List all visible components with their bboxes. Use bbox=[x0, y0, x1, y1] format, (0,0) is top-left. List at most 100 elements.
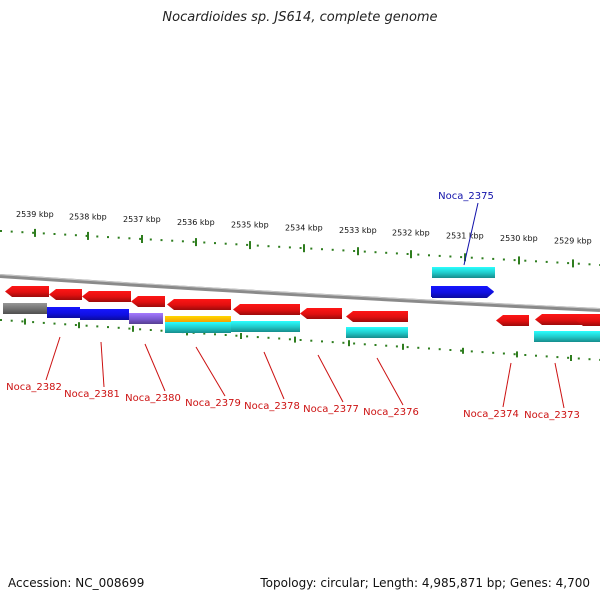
gene-label-noca_2376: Noca_2376 bbox=[363, 407, 419, 418]
gene-arrow-noca_2378 bbox=[167, 299, 231, 310]
scale-tick-major bbox=[132, 325, 134, 332]
scale-tick-minor bbox=[470, 350, 473, 353]
gene-label-noca_2373: Noca_2373 bbox=[524, 410, 580, 421]
scale-tick-minor bbox=[342, 249, 345, 252]
scale-tick-minor bbox=[192, 240, 195, 243]
scale-tick-minor bbox=[321, 248, 323, 251]
scale-tick-major bbox=[78, 322, 80, 329]
scale-tick-minor bbox=[513, 259, 516, 262]
topology-label: Topology: circular; Length: 4,985,871 bp… bbox=[260, 576, 590, 590]
scale-tick-minor bbox=[363, 343, 366, 346]
scale-tick-minor bbox=[149, 238, 152, 241]
scale-tick-minor bbox=[10, 230, 13, 233]
scale-tick-major bbox=[249, 241, 251, 250]
gene-leader-line bbox=[263, 351, 285, 400]
gene-label-noca_2374: Noca_2374 bbox=[463, 409, 519, 420]
scale-tick-minor bbox=[246, 243, 249, 246]
scale-tick-minor bbox=[417, 253, 420, 256]
gene-leader-line bbox=[195, 346, 226, 397]
scale-tick-minor bbox=[278, 337, 281, 340]
scale-tick-minor bbox=[203, 332, 206, 335]
scale-tick-minor bbox=[278, 245, 281, 248]
scale-label: 2538 kbp bbox=[69, 212, 107, 221]
scale-tick-minor bbox=[42, 321, 45, 324]
scale-tick-major bbox=[303, 244, 305, 253]
scale-tick-major bbox=[516, 351, 518, 358]
scale-tick-minor bbox=[310, 339, 313, 342]
scale-tick-minor bbox=[535, 260, 537, 263]
scale-tick-minor bbox=[492, 257, 495, 260]
scale-tick-minor bbox=[53, 233, 56, 235]
scale-tick-minor bbox=[267, 245, 270, 248]
scale-tick-minor bbox=[288, 246, 291, 249]
scale-tick-minor bbox=[32, 231, 35, 234]
feature-bar-cyan bbox=[231, 321, 300, 332]
scale-tick-major bbox=[572, 259, 574, 268]
feature-bar-blue bbox=[47, 307, 80, 318]
gene-leader-line bbox=[45, 336, 61, 381]
accession-label: Accession: NC_008699 bbox=[8, 576, 145, 590]
scale-tick-minor bbox=[374, 251, 377, 254]
scale-tick-minor bbox=[64, 323, 67, 326]
scale-tick-minor bbox=[256, 244, 259, 247]
scale-tick-minor bbox=[310, 247, 313, 250]
scale-tick-minor bbox=[171, 239, 174, 242]
scale-tick-minor bbox=[492, 351, 495, 354]
scale-tick-minor bbox=[438, 348, 441, 351]
scale-tick-minor bbox=[577, 357, 580, 360]
scale-tick-minor bbox=[385, 251, 388, 254]
scale-tick-minor bbox=[535, 354, 537, 357]
scale-tick-minor bbox=[567, 356, 570, 359]
gene-label-noca_2378: Noca_2378 bbox=[244, 401, 300, 412]
scale-tick-minor bbox=[0, 230, 2, 232]
gene-arrow-noca_2376 bbox=[300, 308, 342, 319]
scale-tick-minor bbox=[406, 346, 409, 349]
scale-tick-minor bbox=[299, 339, 302, 341]
scale-tick-minor bbox=[417, 346, 420, 349]
scale-tick-minor bbox=[74, 234, 77, 237]
gene-label-noca_2382: Noca_2382 bbox=[6, 382, 62, 393]
scale-tick-minor bbox=[181, 240, 184, 243]
scale-tick-minor bbox=[224, 242, 227, 245]
scale-tick-minor bbox=[42, 232, 45, 235]
scale-tick-minor bbox=[107, 236, 109, 239]
scale-tick-minor bbox=[53, 322, 56, 325]
scale-tick-major bbox=[240, 333, 242, 339]
gene-leader-line bbox=[100, 341, 105, 388]
scale-tick-minor bbox=[331, 248, 334, 251]
gene-label-noca_2375: Noca_2375 bbox=[438, 191, 494, 202]
scale-tick-major bbox=[464, 253, 466, 262]
scale-tick-major bbox=[141, 235, 143, 243]
scale-label: 2534 kbp bbox=[285, 223, 323, 232]
gene-arrow-noca_2379 bbox=[131, 296, 165, 307]
scale-tick-minor bbox=[524, 259, 527, 262]
scale-tick-minor bbox=[224, 334, 227, 336]
scale-tick-minor bbox=[342, 341, 345, 344]
scale-tick-minor bbox=[353, 342, 356, 345]
scale-tick-minor bbox=[256, 336, 259, 339]
scale-tick-minor bbox=[395, 252, 398, 255]
scale-tick-minor bbox=[502, 352, 505, 355]
scale-tick-minor bbox=[321, 340, 323, 343]
scale-tick-minor bbox=[214, 242, 216, 245]
scale-tick-major bbox=[195, 238, 197, 247]
scale-tick-major bbox=[518, 256, 520, 265]
scale-tick-minor bbox=[460, 349, 463, 352]
scale-tick-minor bbox=[428, 254, 430, 257]
genome-backbone bbox=[0, 274, 600, 312]
gene-label-noca_2381: Noca_2381 bbox=[64, 389, 120, 400]
gene-leader-line bbox=[144, 343, 166, 392]
scale-tick-minor bbox=[21, 231, 24, 234]
scale-tick-major bbox=[294, 336, 296, 343]
scale-tick-minor bbox=[524, 354, 527, 356]
scale-tick-minor bbox=[353, 250, 356, 252]
scale-tick-minor bbox=[160, 329, 163, 332]
scale-tick-minor bbox=[545, 260, 548, 263]
scale-tick-minor bbox=[449, 349, 452, 351]
scale-tick-major bbox=[24, 318, 26, 325]
gene-arrow-unlabeled bbox=[346, 311, 408, 322]
scale-tick-major bbox=[570, 355, 572, 361]
feature-bar-blue bbox=[80, 309, 129, 320]
scale-tick-minor bbox=[235, 334, 238, 337]
scale-tick-minor bbox=[149, 329, 152, 331]
